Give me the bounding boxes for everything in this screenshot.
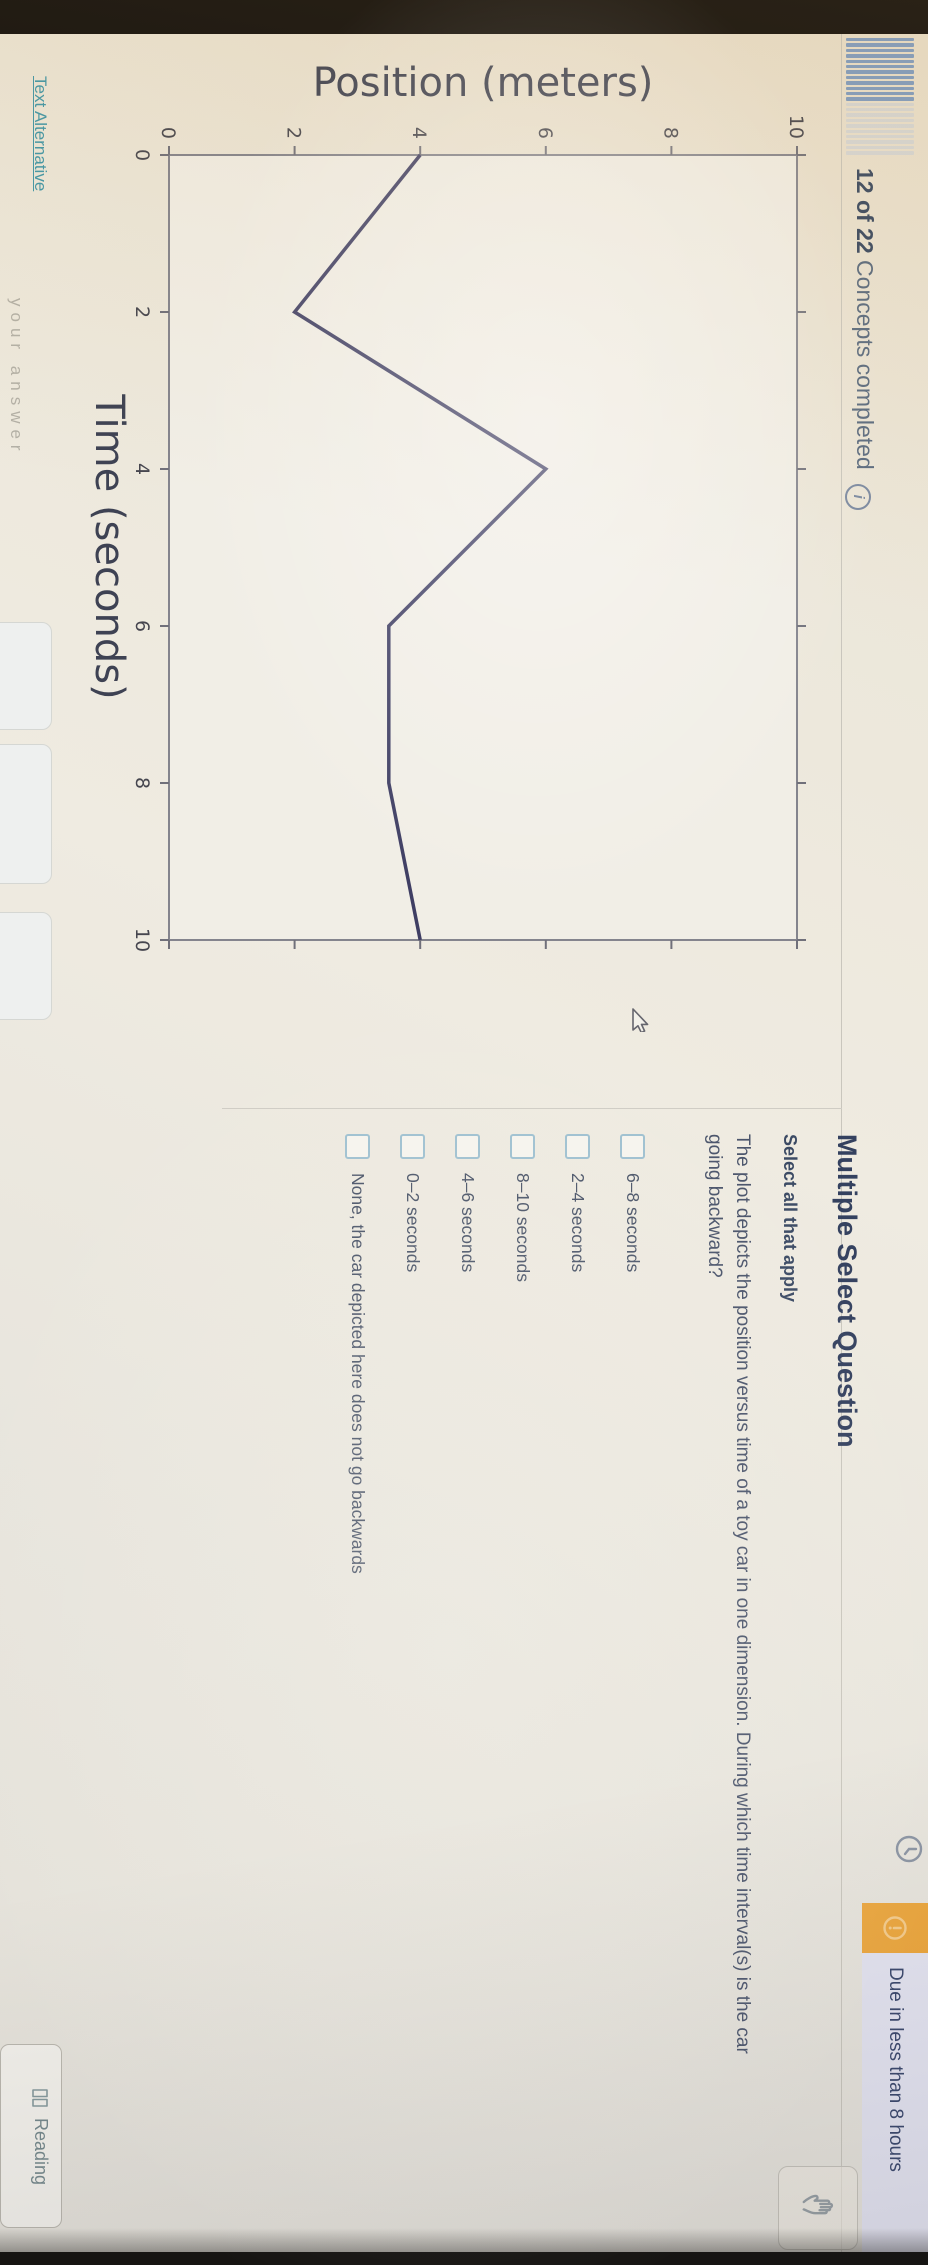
option-checkbox[interactable] (510, 1134, 535, 1159)
option-label: 6–8 seconds (623, 1173, 643, 1273)
position-time-chart: 0 2 4 6 8 10 0 2 4 6 8 10 Time (seconds) Position (… (86, 60, 807, 952)
question-type-heading: Multiple Select Question (832, 1134, 862, 1448)
footer-button-2[interactable] (0, 744, 52, 884)
tick-label: 10 (785, 115, 807, 139)
footer-button-3[interactable] (0, 912, 52, 1020)
tick-label: 6 (131, 620, 153, 632)
screen-bezel-right (0, 2252, 928, 2265)
text-alternative-link[interactable]: Text Alternative (31, 76, 50, 192)
option-checkbox[interactable] (455, 1134, 480, 1159)
due-banner-text: Due in less than 8 hours (885, 1967, 906, 2172)
book-icon (32, 2089, 48, 2107)
option-row: 2–4 seconds (550, 1134, 605, 1574)
chart-ylabel: Position (meters) (313, 60, 654, 106)
panel-divider (222, 1108, 842, 1109)
plot-area (168, 154, 798, 941)
tick-label: 8 (659, 127, 681, 139)
option-label: 4–6 seconds (458, 1173, 478, 1273)
option-checkbox[interactable] (620, 1134, 645, 1159)
tick-label: 0 (157, 127, 179, 139)
options-list: 6–8 seconds 2–4 seconds 8–10 seconds 4–6 se… (330, 1134, 660, 1574)
clock-icon (894, 1834, 924, 1864)
screen-bezel-left (0, 0, 928, 34)
tick-label: 2 (131, 306, 153, 318)
reading-button-label: Reading (31, 2117, 51, 2186)
option-row: 6–8 seconds (605, 1134, 660, 1574)
option-row: 0–2 seconds (385, 1134, 440, 1574)
option-label: 0–2 seconds (403, 1173, 423, 1273)
footer-partial-text: your answer (7, 298, 26, 457)
footer-button-1[interactable] (0, 622, 52, 730)
tick-label: 2 (283, 127, 305, 139)
reading-button[interactable]: Reading (0, 2044, 62, 2228)
tick-label: 8 (131, 777, 153, 789)
option-checkbox[interactable] (565, 1134, 590, 1159)
question-prompt: The plot depicts the position versus tim… (704, 1134, 753, 2054)
raise-hand-icon (802, 2194, 834, 2215)
due-banner: Due in less than 8 hours (862, 1903, 928, 2260)
question-instruction: Select all that apply (780, 1134, 800, 1303)
option-label: None, the car depicted here does not go … (348, 1173, 368, 1574)
option-checkbox[interactable] (345, 1134, 370, 1159)
option-row: None, the car depicted here does not go … (330, 1134, 385, 1574)
tick-label: 0 (131, 149, 153, 161)
mouse-cursor-icon (610, 986, 656, 1032)
tick-label: 10 (131, 928, 153, 952)
chart-xlabel: Time (seconds) (86, 393, 132, 699)
position-line (292, 153, 549, 941)
option-row: 8–10 seconds (495, 1134, 550, 1574)
tick-label: 4 (131, 463, 153, 475)
option-label: 8–10 seconds (513, 1173, 533, 1282)
raise-hand-button[interactable] (778, 2166, 858, 2250)
option-checkbox[interactable] (400, 1134, 425, 1159)
option-label: 2–4 seconds (568, 1173, 588, 1273)
tick-label: 6 (534, 127, 556, 139)
tick-label: 4 (408, 127, 430, 139)
option-row: 4–6 seconds (440, 1134, 495, 1574)
alert-circle-icon (862, 1903, 928, 1953)
header-bar: 12 of 22 Concepts completedi Due in less… (841, 34, 928, 2260)
